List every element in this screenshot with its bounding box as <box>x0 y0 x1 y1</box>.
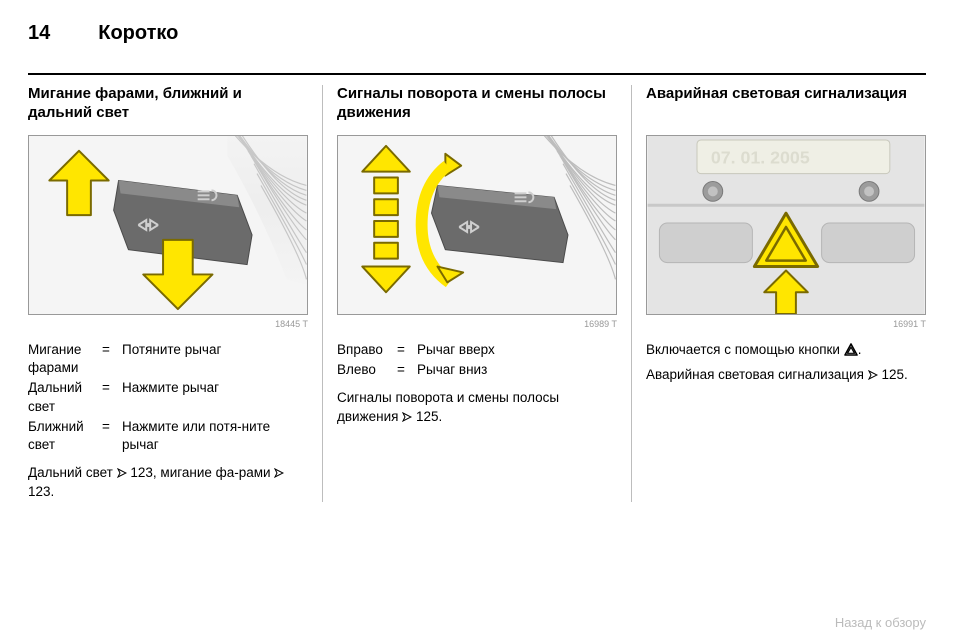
definition-row: Вправо = Рычаг вверх <box>337 341 617 359</box>
definition-value: Нажмите рычаг <box>122 379 308 415</box>
definition-term: Дальний свет <box>28 379 102 415</box>
definition-list: Вправо = Рычаг вверх Влево = Рычаг вниз <box>337 341 617 379</box>
back-to-overview-link[interactable]: Назад к обзору <box>835 615 926 630</box>
section-heading: Аварийная световая сигнализация <box>646 85 926 123</box>
text-fragment: Включается с помощью кнопки <box>646 342 844 357</box>
definition-value: Нажмите или потя‐ните рычаг <box>122 418 308 454</box>
reference-icon <box>117 468 127 478</box>
text-fragment: Аварийная световая сигнализация <box>646 367 868 382</box>
equals-sign: = <box>102 379 122 415</box>
text-fragment: 125. <box>416 409 442 424</box>
page-title: Коротко <box>98 22 178 45</box>
figure-headlight-stalk <box>28 135 308 315</box>
column-turn-signals: Сигналы поворота и смены полосы движения <box>322 85 631 502</box>
text-fragment: Сигналы поворота и смены полосы движения <box>337 390 559 424</box>
definition-term: Вправо <box>337 341 397 359</box>
headlight-stalk-illustration <box>29 136 307 314</box>
text-fragment: 123. <box>28 484 54 499</box>
svg-text:07. 01. 2005: 07. 01. 2005 <box>711 148 810 168</box>
definition-row: Дальний свет = Нажмите рычаг <box>28 379 308 415</box>
top-divider <box>28 73 926 75</box>
figure-turn-signal-stalk <box>337 135 617 315</box>
definition-row: Ближний свет = Нажмите или потя‐ните рыч… <box>28 418 308 454</box>
arrow-up-down-segmented-icon <box>362 146 409 292</box>
definition-value: Рычаг вниз <box>417 361 617 379</box>
hazard-illustration: 07. 01. 2005 <box>647 136 925 314</box>
equals-sign: = <box>102 418 122 454</box>
definition-term: Влево <box>337 361 397 379</box>
figure-caption: 18445 T <box>28 319 308 329</box>
section-heading: Сигналы поворота и смены полосы движения <box>337 85 617 123</box>
definition-row: Мигание фарами = Потяните рычаг <box>28 341 308 377</box>
body-text: Сигналы поворота и смены полосы движения… <box>337 389 617 427</box>
body-text: Включается с помощью кнопки . <box>646 341 926 360</box>
columns: Мигание фарами, ближний и дальний свет <box>28 85 926 502</box>
definition-list: Мигание фарами = Потяните рычаг Дальний … <box>28 341 308 454</box>
body-text: Аварийная световая сигнализация 125. <box>646 366 926 385</box>
figure-caption: 16991 T <box>646 319 926 329</box>
equals-sign: = <box>397 341 417 359</box>
reference-icon <box>402 412 412 422</box>
definition-row: Влево = Рычаг вниз <box>337 361 617 379</box>
equals-sign: = <box>397 361 417 379</box>
page-number: 14 <box>28 22 50 45</box>
reference-icon <box>274 468 284 478</box>
definition-term: Мигание фарами <box>28 341 102 377</box>
arrow-up-icon <box>49 151 108 215</box>
text-fragment: Дальний свет <box>28 465 117 480</box>
section-heading: Мигание фарами, ближний и дальний свет <box>28 85 308 123</box>
reference-icon <box>868 370 878 380</box>
definition-value: Рычаг вверх <box>417 341 617 359</box>
definition-value: Потяните рычаг <box>122 341 308 377</box>
definition-term: Ближний свет <box>28 418 102 454</box>
turn-signal-illustration <box>338 136 616 314</box>
text-fragment: 123, мигание фа‐рами <box>130 465 274 480</box>
body-text: Дальний свет 123, мигание фа‐рами 123. <box>28 464 308 502</box>
hazard-triangle-icon <box>844 343 858 356</box>
text-fragment: 125. <box>882 367 908 382</box>
figure-caption: 16989 T <box>337 319 617 329</box>
figure-hazard-button: 07. 01. 2005 <box>646 135 926 315</box>
equals-sign: = <box>102 341 122 377</box>
column-hazard-lights: Аварийная световая сигнализация 07. 01. … <box>631 85 926 502</box>
column-headlight-flash: Мигание фарами, ближний и дальний свет <box>28 85 322 502</box>
text-fragment: . <box>858 342 862 357</box>
